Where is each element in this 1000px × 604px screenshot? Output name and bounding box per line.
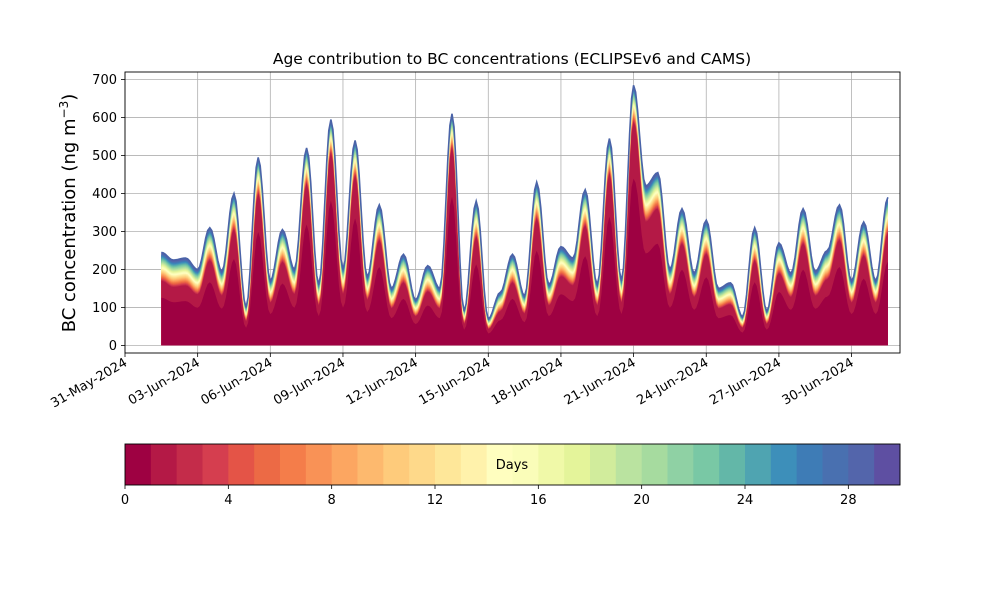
colorbar-bin [641, 444, 668, 485]
x-tick-label: 06-Jun-2024 [198, 355, 275, 408]
chart-title: Age contribution to BC concentrations (E… [273, 50, 751, 68]
y-axis-label: BC concentration (ng m−3) [57, 94, 80, 333]
colorbar-bin [590, 444, 617, 485]
colorbar-bin [409, 444, 436, 485]
colorbar-tick-label: 0 [121, 493, 129, 508]
colorbar-tick-label: 8 [328, 493, 336, 508]
colorbar-bin [280, 444, 307, 485]
x-tick-label: 30-Jun-2024 [780, 355, 857, 408]
x-tick-label: 12-Jun-2024 [344, 355, 421, 408]
x-tick-label: 31-May-2024 [48, 355, 130, 411]
y-tick-label: 200 [92, 263, 117, 278]
x-tick-label: 15-Jun-2024 [416, 355, 493, 408]
colorbar-bin [693, 444, 720, 485]
y-tick-label: 600 [92, 111, 117, 126]
y-axis-label-main: BC concentration (ng m [59, 118, 80, 332]
y-tick-label: 100 [92, 301, 117, 316]
colorbar-tick-label: 4 [224, 493, 232, 508]
y-tick-label: 500 [92, 149, 117, 164]
y-tick-label: 400 [92, 187, 117, 202]
x-tick-label: 24-Jun-2024 [634, 355, 711, 408]
y-axis-label-close: ) [59, 94, 80, 101]
colorbar-bin [822, 444, 849, 485]
plot-frame [124, 71, 901, 354]
y-tick-label: 0 [109, 339, 117, 354]
colorbar-bin [383, 444, 410, 485]
colorbar-tick-label: 16 [530, 493, 547, 508]
colorbar-bin [848, 444, 875, 485]
y-axis-label-superscript: −3 [57, 101, 71, 119]
colorbar-tick-label: 24 [737, 493, 754, 508]
colorbar-bin [796, 444, 823, 485]
colorbar-bin [254, 444, 281, 485]
colorbar-bin [460, 444, 488, 485]
y-tick-label: 700 [92, 73, 117, 88]
colorbar-bin [435, 444, 462, 485]
x-tick-label: 18-Jun-2024 [489, 355, 566, 408]
colorbar-label: Days [496, 458, 529, 473]
colorbar-tick-label: 12 [427, 493, 444, 508]
colorbar-bin [331, 444, 358, 485]
total-line [161, 85, 889, 321]
colorbar-bin [874, 444, 901, 485]
colorbar-bin [512, 444, 539, 485]
colorbar-bin [176, 444, 203, 485]
colorbar-bin [228, 444, 255, 485]
colorbar-tick-label: 20 [633, 493, 650, 508]
colorbar-bin [357, 444, 384, 485]
colorbar-bin [667, 444, 694, 485]
colorbar-frame [124, 443, 901, 486]
colorbar-bin [305, 444, 333, 485]
grid-layer [124, 72, 900, 353]
colorbar-bin [538, 444, 565, 485]
colorbar: 0 4 8 12 16 20 24 28 [121, 443, 901, 508]
colorbar-bin [202, 444, 229, 485]
age-band-0 [161, 178, 888, 346]
colorbar-bin [150, 444, 178, 485]
colorbar-bin [564, 444, 591, 485]
colorbar-bin [615, 444, 643, 485]
colorbar-bin [486, 444, 513, 485]
stacked-age-area [161, 85, 889, 346]
x-tick-label: 27-Jun-2024 [707, 355, 784, 408]
x-tick-label: 09-Jun-2024 [271, 355, 348, 408]
y-tick-label: 300 [92, 225, 117, 240]
x-tick-label: 21-Jun-2024 [562, 355, 639, 408]
colorbar-bin [745, 444, 772, 485]
colorbar-bin [719, 444, 746, 485]
colorbar-bin [125, 444, 152, 485]
colorbar-bin [770, 444, 798, 485]
colorbar-tick-label: 28 [840, 493, 857, 508]
x-tick-label: 03-Jun-2024 [126, 355, 203, 408]
